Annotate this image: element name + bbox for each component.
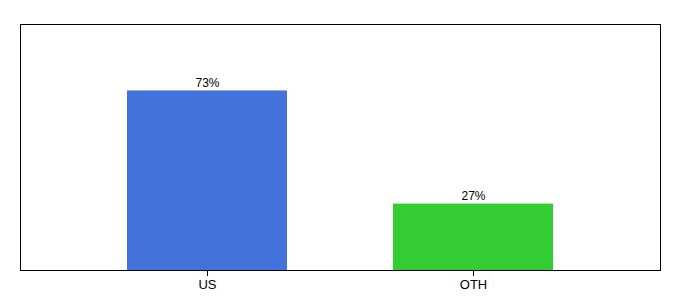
svg-text:US: US [198, 277, 216, 292]
svg-text:73%: 73% [195, 76, 219, 90]
svg-text:27%: 27% [461, 189, 485, 203]
svg-text:OTH: OTH [460, 277, 487, 292]
